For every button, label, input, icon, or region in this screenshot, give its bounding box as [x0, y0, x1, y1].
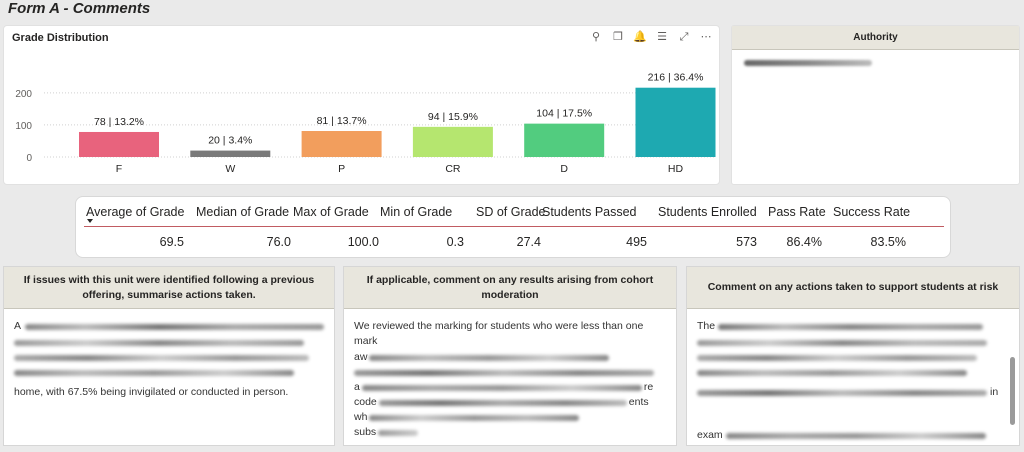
- chart-title: Grade Distribution: [12, 32, 109, 44]
- kpi-value-4: 27.4: [516, 235, 541, 249]
- kpi-value-5: 495: [626, 235, 647, 249]
- kpi-header-0[interactable]: Average of Grade: [86, 205, 185, 219]
- panel-text-fragment: The: [697, 320, 716, 332]
- bell-icon[interactable]: 🔔: [633, 31, 647, 43]
- x-tick-label: W: [225, 163, 235, 175]
- panel-students-at-risk-header: Comment on any actions taken to support …: [687, 267, 1019, 309]
- x-tick-label: HD: [668, 163, 684, 175]
- panel-cohort-moderation-body[interactable]: We reviewed the marking for students who…: [344, 309, 676, 450]
- y-tick-label: 0: [26, 153, 32, 164]
- kpi-header-7[interactable]: Pass Rate: [768, 205, 826, 219]
- panel-text-line: home, with 67.5% being invigilated or co…: [14, 386, 289, 398]
- kpi-header-2[interactable]: Max of Grade: [293, 205, 369, 219]
- kpi-header-8[interactable]: Success Rate: [833, 205, 911, 219]
- kpi-value-0: 69.5: [159, 235, 184, 249]
- panel-students-at-risk: Comment on any actions taken to support …: [686, 266, 1020, 446]
- copy-icon[interactable]: ❐: [613, 31, 623, 43]
- kpi-header-1[interactable]: Median of Grade: [196, 205, 290, 219]
- focus-mode-icon[interactable]: ⤢: [679, 31, 689, 43]
- bar-cr[interactable]: [412, 126, 493, 157]
- panel-text-fragment: ents: [628, 396, 649, 408]
- panel-text-fragment: A: [14, 320, 22, 332]
- bar-data-label: 94 | 15.9%: [428, 111, 478, 123]
- panel-text-line: We reviewed the marking for students who…: [354, 320, 644, 347]
- grade-distribution-chart[interactable]: 0 100 200 78 | 13.2% F 20 | 3.4% W 81 | 13.7% P 9…: [3, 25, 720, 185]
- y-tick-label: 100: [15, 121, 32, 132]
- panel-previous-issues-body[interactable]: A home, with 67.5% being invigilated or …: [4, 309, 334, 410]
- kpi-value-3: 0.3: [446, 235, 464, 249]
- x-tick-label: D: [560, 163, 568, 175]
- panel-text-fragment: re: [643, 381, 654, 393]
- bar-f[interactable]: [79, 131, 159, 157]
- bar-p[interactable]: [301, 131, 382, 157]
- panel-text-fragment: in: [990, 386, 999, 398]
- bar-data-label: 20 | 3.4%: [208, 135, 252, 147]
- grade-distribution-svg: 0 100 200 78 | 13.2% F 20 | 3.4% W 81 | 13.7% P 9…: [15, 72, 716, 175]
- bar-data-label: 104 | 17.5%: [536, 108, 592, 120]
- authority-header: Authority: [732, 26, 1019, 50]
- x-tick-label: P: [338, 163, 345, 175]
- y-tick-label: 200: [15, 89, 32, 100]
- kpi-value-8: 83.5%: [870, 235, 906, 249]
- pin-icon[interactable]: ⚲: [591, 31, 601, 43]
- x-tick-label: F: [116, 163, 122, 175]
- panel-text-fragment: a: [354, 381, 360, 393]
- sort-descending-icon[interactable]: [87, 219, 93, 223]
- panel-text-fragment: code: [354, 396, 377, 408]
- bar-d[interactable]: [524, 123, 605, 157]
- panel-text-fragment: aw: [354, 351, 368, 363]
- bar-data-label: 78 | 13.2%: [94, 116, 144, 128]
- panel-cohort-moderation: If applicable, comment on any results ar…: [343, 266, 677, 446]
- kpi-value-6: 573: [736, 235, 757, 249]
- panel-text-fragment: wh: [354, 411, 368, 423]
- panel-text-fragment: exam: [697, 429, 723, 441]
- panel-scrollbar[interactable]: [1010, 357, 1015, 425]
- kpi-header-4[interactable]: SD of Grade: [476, 205, 546, 219]
- kpi-value-2: 100.0: [347, 235, 379, 249]
- kpi-table: Average of Grade 69.5 Median of Grade 76.0 M…: [75, 196, 951, 258]
- kpi-header-divider: [84, 226, 944, 227]
- visual-header-toolbar: ⚲ ❐ 🔔 ☰ ⤢ ⋯: [589, 30, 713, 44]
- x-tick-label: CR: [445, 163, 461, 175]
- filter-icon[interactable]: ☰: [657, 31, 667, 43]
- panel-students-at-risk-body[interactable]: The in exam: [687, 309, 1019, 452]
- page-title: Form A - Comments: [8, 0, 151, 17]
- panel-previous-issues-header: If issues with this unit were identified…: [4, 267, 334, 309]
- bar-w[interactable]: [190, 150, 271, 157]
- panel-text-fragment: subs: [354, 426, 377, 438]
- bar-hd[interactable]: [635, 87, 716, 157]
- kpi-header-3[interactable]: Min of Grade: [380, 205, 453, 219]
- authority-card: Authority: [731, 25, 1020, 185]
- panel-cohort-moderation-header: If applicable, comment on any results ar…: [344, 267, 676, 309]
- panel-previous-issues: If issues with this unit were identified…: [3, 266, 335, 446]
- more-options-icon[interactable]: ⋯: [700, 31, 712, 43]
- bar-data-label: 81 | 13.7%: [317, 115, 367, 127]
- kpi-value-7: 86.4%: [786, 235, 822, 249]
- bar-data-label: 216 | 36.4%: [648, 72, 704, 84]
- kpi-value-1: 76.0: [266, 235, 291, 249]
- kpi-header-6[interactable]: Students Enrolled: [658, 205, 757, 219]
- kpi-header-5[interactable]: Students Passed: [542, 205, 637, 219]
- authority-value-redacted: [744, 60, 872, 66]
